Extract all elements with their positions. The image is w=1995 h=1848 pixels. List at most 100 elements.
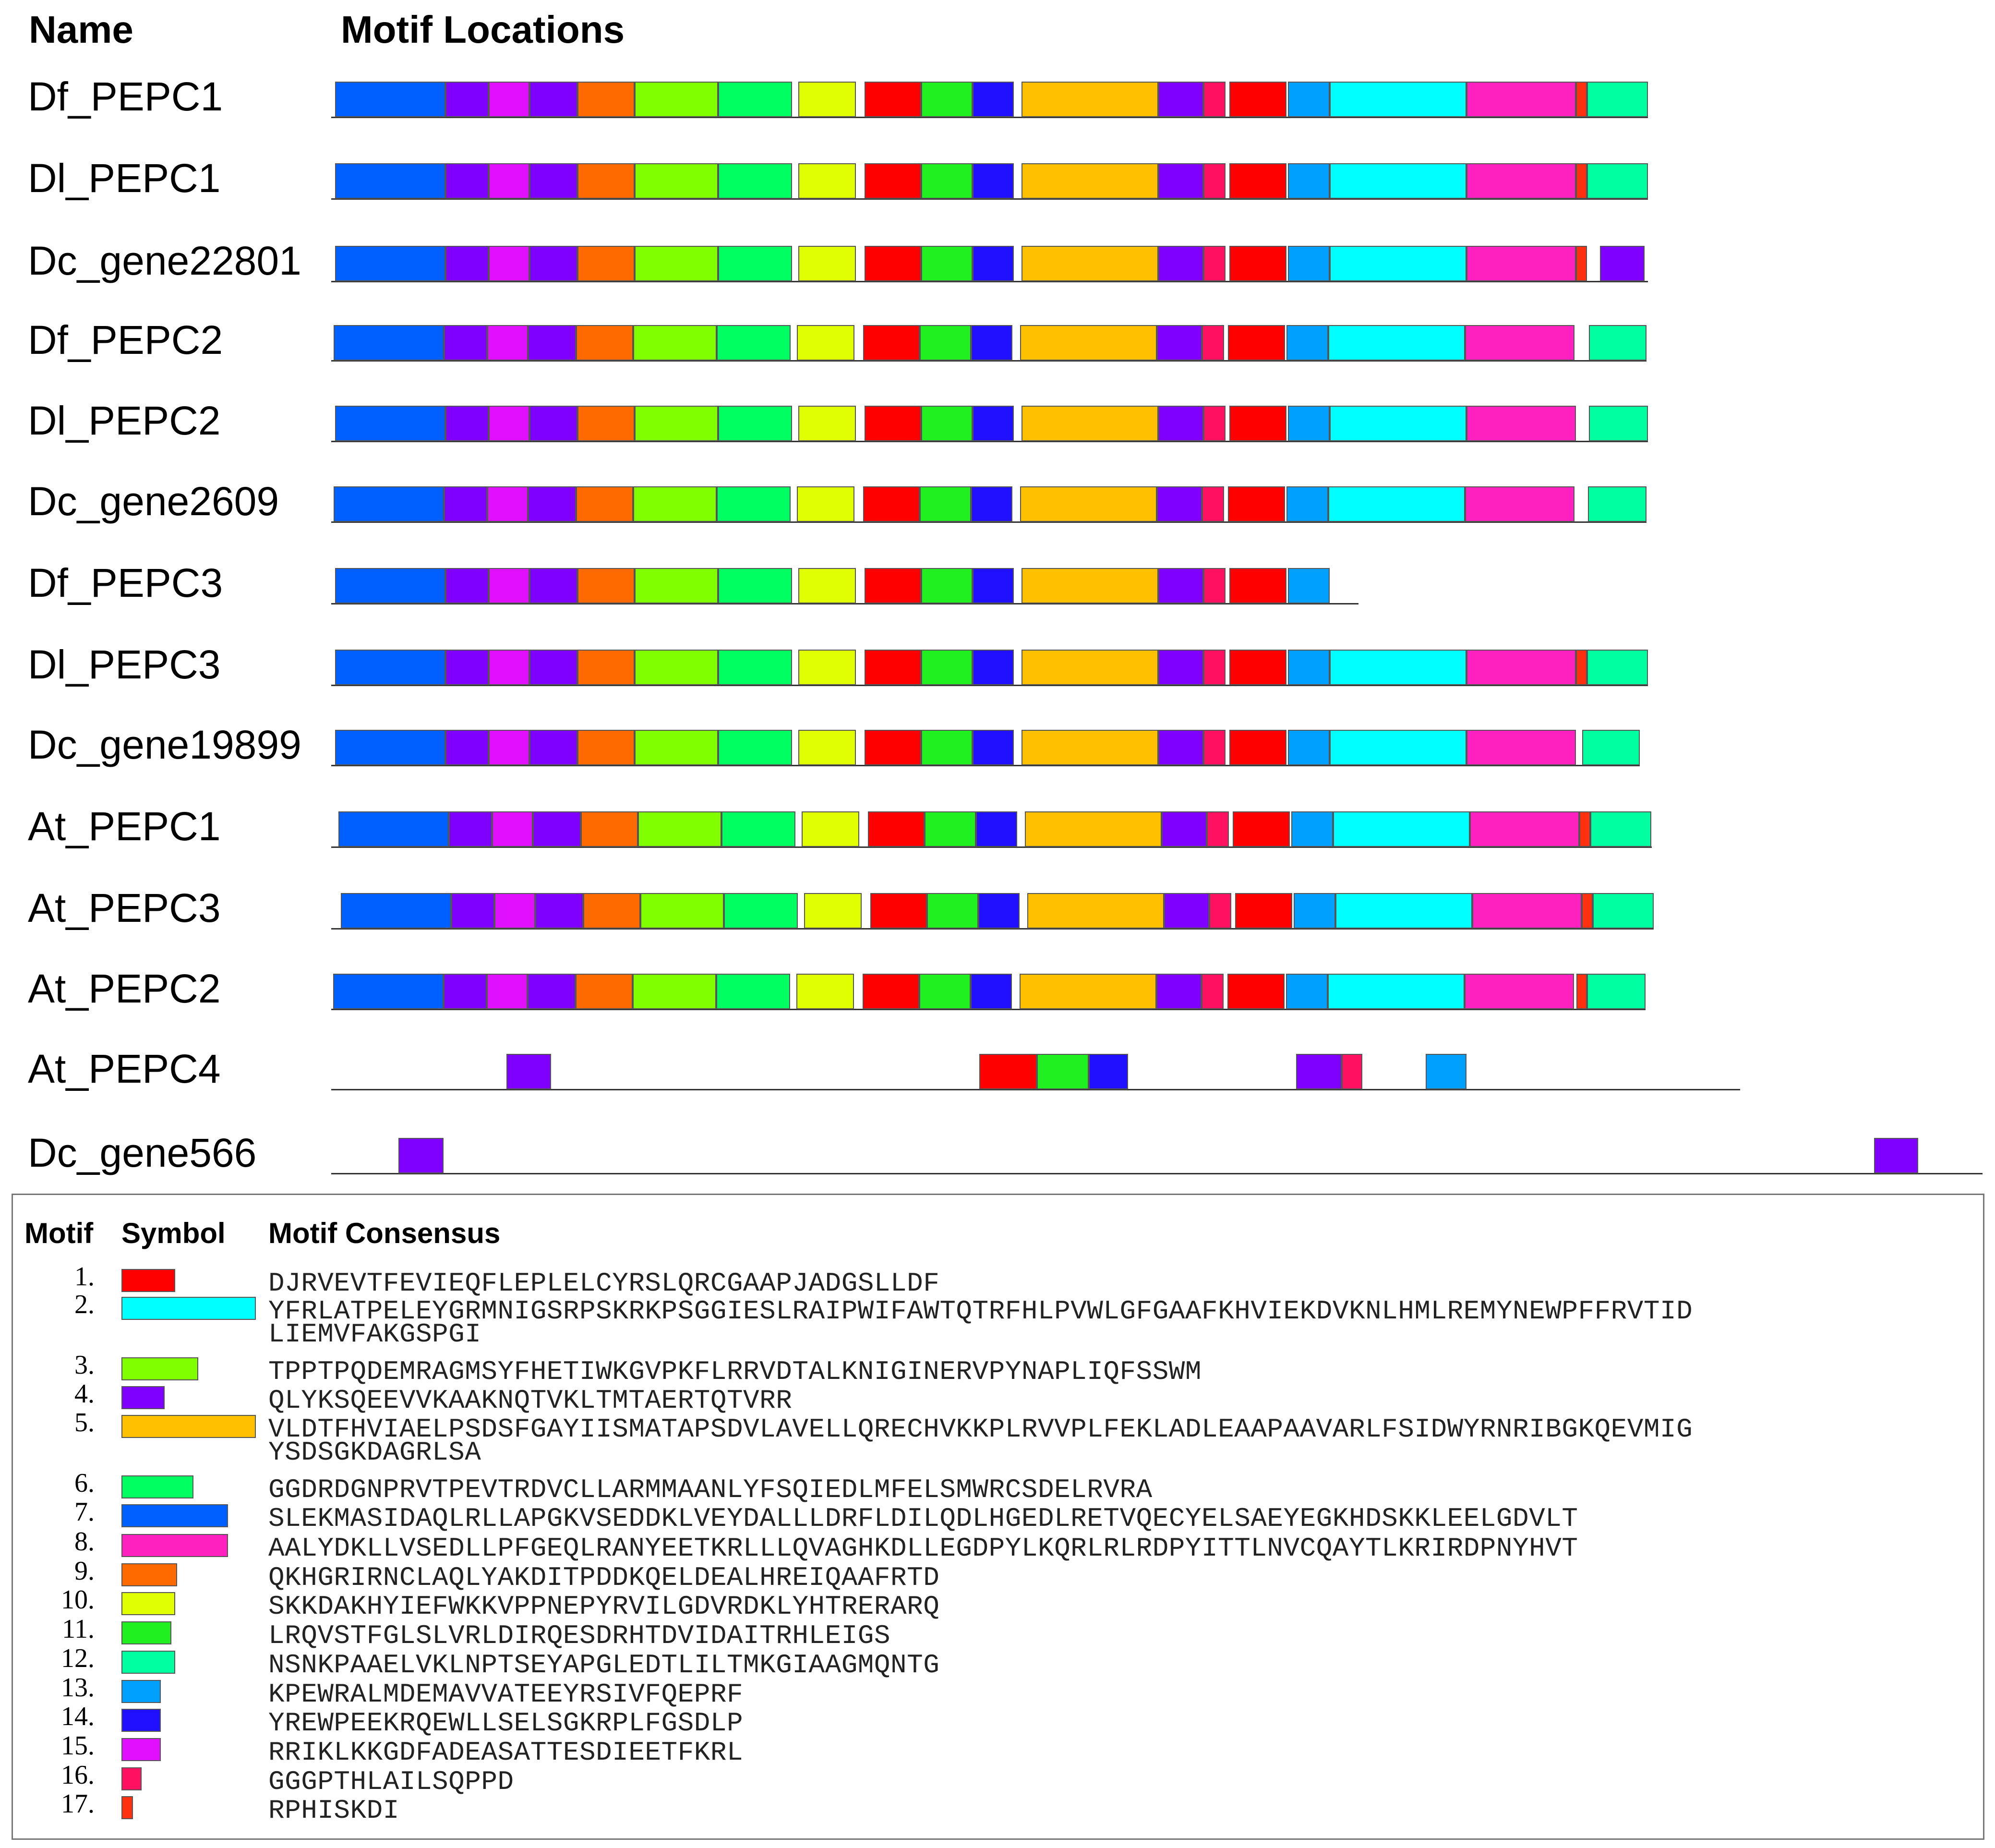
motif-block-4 [1296,1054,1342,1089]
motif-block-7 [335,82,445,117]
legend-symbol-5 [121,1415,256,1438]
motif-block-6 [718,650,792,685]
legend-consensus: QKHGRIRNCLAQLYAKDITPDDKQELDEALHREIQAAFRT… [268,1562,940,1593]
motif-block-2 [1333,811,1470,847]
motif-block-15 [492,811,533,847]
legend-motif-number: 3. [74,1350,95,1380]
legend-motif-header: Motif [24,1217,94,1249]
legend-consensus: AALYDKLLVSEDLLPFGEQLRANYEETKRLLLQVAGHKDL… [268,1533,1578,1564]
motif-block-5 [1027,893,1164,929]
motif-block-3 [638,811,721,847]
motif-block-8 [1466,406,1576,441]
sequence-name: Dc_gene19899 [28,722,301,767]
motif-block-7 [334,486,444,522]
motif-block-2 [1330,246,1466,281]
sequence-baseline [331,603,1358,604]
legend-symbol-header: Symbol [121,1217,226,1249]
motif-block-14 [973,406,1014,441]
motif-block-7 [341,893,451,929]
motif-block-9 [577,650,635,685]
motif-block-3 [635,82,718,117]
motif-block-2 [1328,325,1465,361]
motif-block-17 [1579,811,1590,847]
motif-block-4 [529,406,577,441]
sequence-name: Dc_gene22801 [28,238,301,283]
motif-block-1 [1229,568,1286,604]
legend-consensus: YSDSGKDAGRLSA [268,1437,481,1468]
legend-motif-number: 11. [62,1614,95,1644]
motif-block-4 [1164,893,1209,929]
motif-block-11 [921,246,973,281]
legend-motif-number: 15. [61,1731,95,1761]
motif-block-11 [1037,1054,1089,1089]
motif-block-12 [1587,82,1648,117]
motif-block-1 [865,568,921,604]
legend-consensus: RPHISKDI [268,1795,399,1826]
motif-block-1 [863,974,919,1009]
motif-block-4 [528,325,576,361]
motif-block-16 [1342,1054,1362,1089]
motif-block-4 [398,1138,444,1173]
motif-block-16 [1203,82,1226,117]
motif-block-9 [576,486,633,522]
motif-block-1 [979,1054,1037,1089]
legend-symbol-15 [121,1738,161,1761]
motif-block-10 [797,486,854,522]
motif-block-7 [335,163,445,199]
motif-block-13 [1426,1054,1466,1089]
sequence-row: Dc_gene19899 [0,718,1995,775]
sequence-row: At_PEPC4 [0,1042,1995,1099]
motif-block-6 [718,568,792,604]
motif-block-6 [718,163,792,199]
motif-block-9 [577,246,635,281]
motif-block-16 [1202,486,1224,522]
motif-block-10 [797,325,854,361]
motif-block-6 [718,246,792,281]
legend-symbol-9 [121,1563,177,1586]
sequence-baseline [331,117,1648,118]
legend-motif-number: 7. [74,1497,95,1527]
motif-block-6 [721,811,795,847]
sequence-name: Df_PEPC2 [28,317,223,362]
motif-block-7 [338,811,449,847]
motif-block-1 [1227,974,1285,1009]
legend-symbol-13 [121,1680,161,1703]
legend-consensus: SLEKMASIDAQLRLLAPGKVSEDDKLVEYDALLLDRFLDI… [268,1503,1578,1534]
motif-block-16 [1202,325,1224,361]
motif-block-4 [529,650,577,685]
motif-block-3 [633,325,717,361]
motif-block-4 [1158,82,1203,117]
motif-block-12 [1590,811,1651,847]
motif-block-2 [1330,82,1466,117]
legend-consensus: KPEWRALMDEMAVVATEEYRSIVFQEPRF [268,1679,744,1710]
legend-consensus: LIEMVFAKGSPGI [268,1319,481,1350]
motif-block-5 [1022,163,1158,199]
motif-block-14 [973,246,1014,281]
motif-block-8 [1472,893,1582,929]
motif-block-4 [449,811,492,847]
sequence-baseline [331,360,1646,362]
motif-block-11 [921,82,973,117]
motif-block-11 [921,650,973,685]
motif-block-12 [1582,730,1640,765]
legend-motif-number: 8. [74,1527,95,1557]
legend-motif-number: 10. [61,1585,95,1615]
legend-symbol-11 [121,1621,171,1644]
legend-symbol-16 [121,1767,142,1790]
motif-block-17 [1576,650,1587,685]
legend-consensus: SKKDAKHYIEFWKKVPPNEPYRVILGDVRDKLYHTRERAR… [268,1591,940,1622]
motif-block-15 [489,730,529,765]
motif-block-12 [1587,974,1646,1009]
motif-block-14 [973,163,1014,199]
motif-block-9 [581,811,638,847]
motif-block-9 [576,974,633,1009]
sequence-baseline [331,685,1648,686]
motif-block-11 [921,568,973,604]
motif-block-5 [1022,82,1158,117]
motif-block-9 [577,82,635,117]
motif-block-16 [1203,650,1226,685]
motif-block-4 [445,650,489,685]
motif-block-4 [451,893,494,929]
motif-block-4 [1157,325,1202,361]
motif-block-13 [1291,811,1333,847]
